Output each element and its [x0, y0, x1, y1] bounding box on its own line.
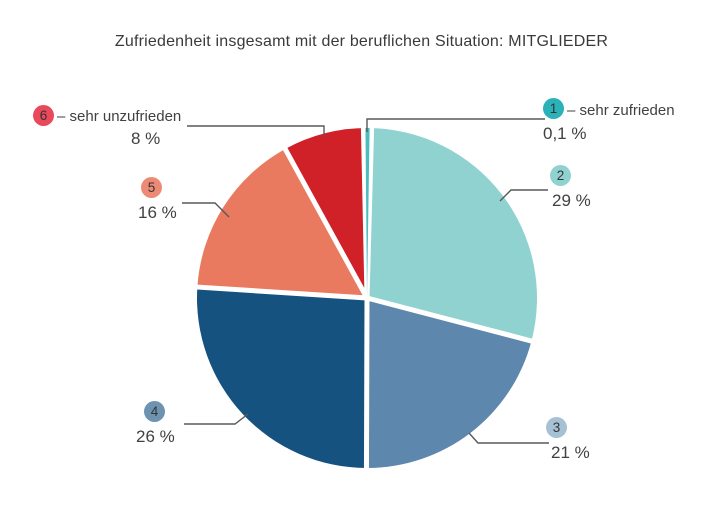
pie-slice-2	[367, 128, 537, 342]
legend-label-sehr-unzufrieden: – sehr unzufrieden	[57, 108, 182, 125]
callout-line-1	[366, 118, 545, 132]
slice-gap	[281, 144, 370, 300]
value-label-4: 26 %	[136, 427, 175, 446]
callout-line-6	[187, 125, 325, 137]
slice-gap	[364, 123, 375, 299]
slice-separators	[193, 123, 536, 473]
slice-gap	[193, 284, 368, 301]
value-label-6: 8 %	[131, 129, 161, 148]
thin-slice-slivers	[365, 128, 370, 298]
value-label-5: 16 %	[138, 203, 177, 222]
callout-lines	[182, 118, 549, 444]
pie-slice-5	[197, 148, 367, 298]
legend-badge-3: 3	[546, 417, 567, 438]
legend-badge-2: 2	[550, 165, 571, 186]
callout-line-3	[468, 432, 549, 444]
legend-badge-6: 6	[33, 105, 54, 126]
pie-slice-1	[365, 128, 370, 298]
legend-badge-4: 4	[144, 401, 165, 422]
value-label-1: 0,1 %	[543, 124, 587, 143]
slice-gap	[366, 295, 536, 345]
slice-gap	[363, 297, 370, 473]
pie-slice-4	[197, 287, 367, 468]
pie-slices	[197, 128, 537, 468]
legend-badge-1: 1	[543, 98, 564, 119]
callout-line-4	[184, 413, 249, 425]
callout-line-5	[182, 202, 230, 218]
value-label-3: 21 %	[551, 443, 590, 462]
callout-line-2	[499, 189, 548, 202]
chart-title: Zufriedenheit insgesamt mit der beruflic…	[114, 33, 609, 50]
legend-badge-5: 5	[141, 177, 162, 198]
pie-slice-3	[366, 298, 532, 468]
value-label-2: 29 %	[552, 191, 591, 210]
legend-label-sehr-zufrieden: – sehr zufrieden	[567, 102, 675, 119]
pie-slice-6	[285, 128, 367, 298]
